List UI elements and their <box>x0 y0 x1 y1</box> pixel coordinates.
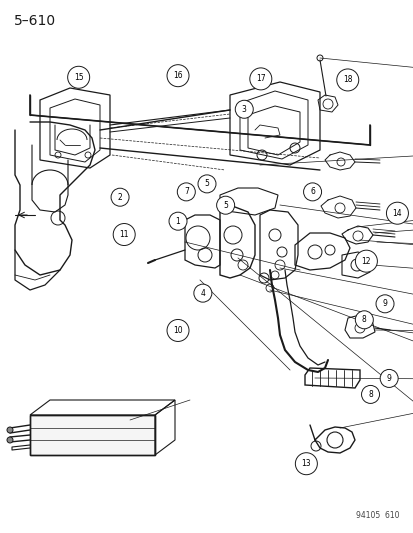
Circle shape <box>197 175 216 193</box>
Text: 94105  610: 94105 610 <box>356 511 399 520</box>
Circle shape <box>113 223 135 246</box>
Text: 13: 13 <box>301 459 311 468</box>
Circle shape <box>235 100 253 118</box>
Text: 18: 18 <box>342 76 351 84</box>
Text: 10: 10 <box>173 326 183 335</box>
Text: 4: 4 <box>200 289 205 297</box>
Circle shape <box>111 188 129 206</box>
Text: 12: 12 <box>361 257 370 265</box>
Circle shape <box>193 284 211 302</box>
Circle shape <box>7 427 13 433</box>
Text: 15: 15 <box>74 73 83 82</box>
Circle shape <box>294 453 317 475</box>
Circle shape <box>303 183 321 201</box>
Text: 5: 5 <box>204 180 209 188</box>
Circle shape <box>249 68 271 90</box>
Polygon shape <box>30 415 154 455</box>
Circle shape <box>7 437 13 443</box>
Circle shape <box>67 66 90 88</box>
Circle shape <box>379 369 397 387</box>
Text: 5–610: 5–610 <box>14 14 56 28</box>
Text: 6: 6 <box>309 188 314 196</box>
Circle shape <box>166 319 189 342</box>
Text: 9: 9 <box>386 374 391 383</box>
Text: 17: 17 <box>255 75 265 83</box>
Circle shape <box>354 311 373 329</box>
Text: 8: 8 <box>367 390 372 399</box>
Circle shape <box>166 64 189 87</box>
Text: 8: 8 <box>361 316 366 324</box>
Text: 16: 16 <box>173 71 183 80</box>
Text: 1: 1 <box>175 217 180 225</box>
Circle shape <box>385 202 408 224</box>
Text: 9: 9 <box>382 300 387 308</box>
Circle shape <box>361 385 379 403</box>
Text: 3: 3 <box>241 105 246 114</box>
Circle shape <box>216 196 234 214</box>
Text: 7: 7 <box>183 188 188 196</box>
Text: 11: 11 <box>119 230 128 239</box>
Circle shape <box>169 212 187 230</box>
Text: 2: 2 <box>117 193 122 201</box>
Circle shape <box>177 183 195 201</box>
Text: 14: 14 <box>392 209 401 217</box>
Circle shape <box>375 295 393 313</box>
Circle shape <box>336 69 358 91</box>
Text: 5: 5 <box>223 201 228 209</box>
Circle shape <box>354 250 377 272</box>
